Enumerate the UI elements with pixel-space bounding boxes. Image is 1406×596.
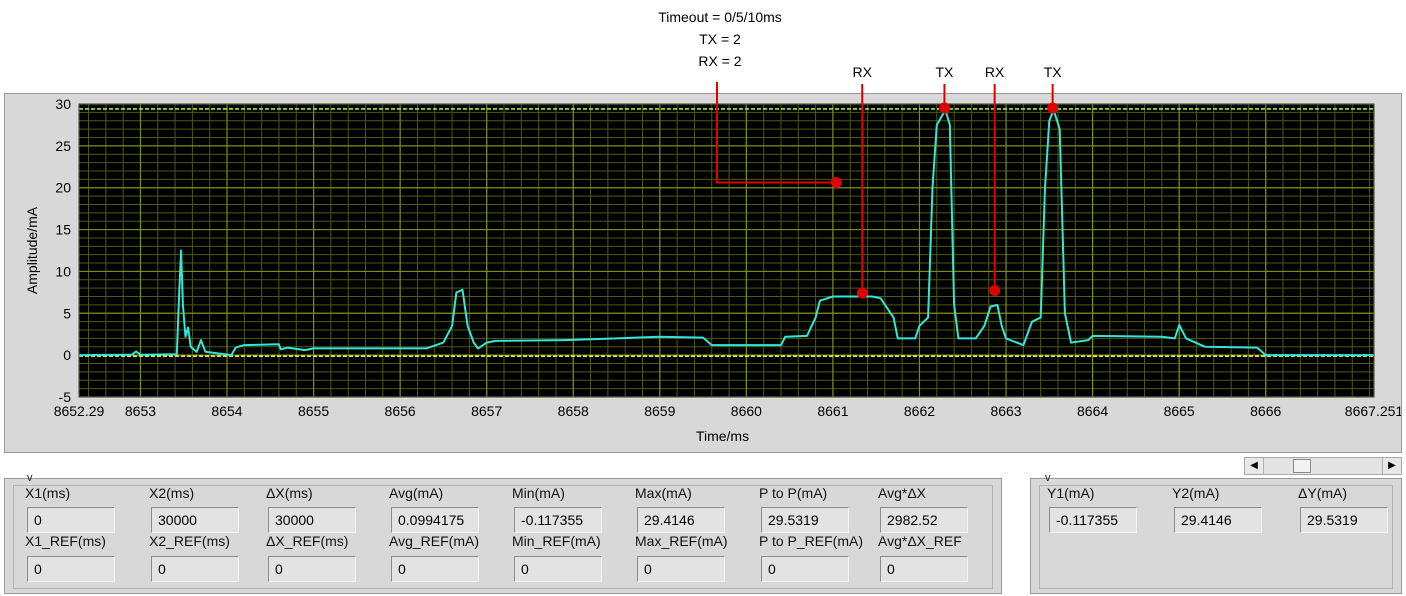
field-label: Avg(mA) <box>389 485 444 501</box>
field-label: Y2(mA) <box>1172 485 1220 501</box>
y-tick-label: 30 <box>55 96 71 112</box>
field-label: Avg*ΔX <box>878 485 927 501</box>
y-tick-label: 10 <box>55 263 71 279</box>
x-tick-label: 8661 <box>817 403 848 419</box>
x-tick-label: 8657 <box>471 403 502 419</box>
field-label: Min(mA) <box>512 485 565 501</box>
field-value[interactable]: 29.4146 <box>637 507 725 533</box>
field-value[interactable]: 0 <box>514 556 602 582</box>
field-label: Max_REF(mA) <box>635 533 728 549</box>
x-tick-label: 8662 <box>904 403 935 419</box>
field-label: Y1(mA) <box>1047 485 1095 501</box>
x-tick-label: 8655 <box>298 403 329 419</box>
x-tick-label: 8667.251 <box>1345 403 1401 419</box>
y-measurements-frame <box>1039 485 1393 589</box>
x-tick-label: 8658 <box>558 403 589 419</box>
field-value[interactable]: -0.117355 <box>1049 507 1137 533</box>
field-value[interactable]: 0 <box>268 556 356 582</box>
field-value[interactable]: 0 <box>27 556 115 582</box>
waveform-graph[interactable]: 8652.29 8653 8654 8655 8656 8657 8658 8659 8660 8… <box>4 93 1402 453</box>
x-tick-label: 8652.29 <box>54 403 105 419</box>
field-value[interactable]: 29.4146 <box>1174 507 1262 533</box>
annotation-line-1: Timeout = 0/5/10ms <box>658 9 782 25</box>
annotation-line-3: RX = 2 <box>698 53 742 69</box>
scroll-thumb[interactable] <box>1293 459 1311 473</box>
x-cursor-measurements: v X1(ms) 0 X2(ms) 30000 ΔX(ms) 30000 Avg(mA) 0.… <box>4 472 1002 594</box>
y-tick-label: 20 <box>55 180 71 196</box>
field-label: P to P(mA) <box>759 485 828 501</box>
y-axis-label: Amplitude/mA <box>24 206 40 294</box>
field-value[interactable]: 29.5319 <box>1300 507 1388 533</box>
field-label: Min_REF(mA) <box>512 533 601 549</box>
field-label: X2_REF(ms) <box>149 533 230 549</box>
x-tick-label: 8666 <box>1250 403 1281 419</box>
field-value[interactable]: -0.117355 <box>514 507 602 533</box>
field-label: ΔX_REF(ms) <box>266 533 349 549</box>
field-value[interactable]: 0 <box>880 556 968 582</box>
y-cursor-measurements: v Y1(mA) -0.117355 Y2(mA) 29.4146 ΔY(mA) 29.5… <box>1030 472 1402 594</box>
field-label: X1_REF(ms) <box>25 533 106 549</box>
field-label: ΔY(mA) <box>1298 485 1348 501</box>
field-label: P to P_REF(mA) <box>759 533 863 549</box>
field-value[interactable]: 0.0994175 <box>391 507 479 533</box>
timeout-annotation: Timeout = 0/5/10ms TX = 2 RX = 2 <box>600 6 840 72</box>
field-value[interactable]: 30000 <box>151 507 239 533</box>
y-tick-label: 25 <box>55 138 71 154</box>
x-tick-label: 8656 <box>385 403 416 419</box>
y-tick-label: 5 <box>63 305 71 321</box>
x-tick-label: 8660 <box>731 403 762 419</box>
scroll-right-arrow-icon[interactable]: ▶ <box>1382 458 1401 474</box>
field-label: Max(mA) <box>635 485 692 501</box>
scroll-left-arrow-icon[interactable]: ◀ <box>1245 458 1264 474</box>
field-label: X1(ms) <box>25 485 71 501</box>
y-tick-label: -5 <box>59 389 72 405</box>
major-grid <box>78 103 1375 398</box>
field-value[interactable]: 0 <box>27 507 115 533</box>
field-label: Avg_REF(mA) <box>389 533 479 549</box>
horizontal-scrollbar[interactable]: ◀ ▶ <box>1244 457 1402 475</box>
field-value[interactable]: 29.5319 <box>761 507 849 533</box>
x-tick-label: 8659 <box>644 403 675 419</box>
y-tick-label: 0 <box>63 347 71 363</box>
field-value[interactable]: 0 <box>391 556 479 582</box>
peak-label: RX <box>852 64 872 80</box>
x-tick-label: 8663 <box>990 403 1021 419</box>
field-label: ΔX(ms) <box>266 485 313 501</box>
peak-label: RX <box>984 64 1005 80</box>
x-tick-label: 8665 <box>1164 403 1195 419</box>
field-value[interactable]: 30000 <box>268 507 356 533</box>
peak-label: TX <box>1043 64 1062 80</box>
field-value[interactable]: 0 <box>761 556 849 582</box>
x-tick-label: 8654 <box>211 403 242 419</box>
field-value[interactable]: 0 <box>151 556 239 582</box>
peak-label: TX <box>935 64 954 80</box>
panel-corner-label: v <box>1045 472 1051 484</box>
field-label: Avg*ΔX_REF <box>878 533 962 549</box>
x-axis-label: Time/ms <box>696 428 749 444</box>
panel-corner-label: v <box>27 472 33 484</box>
field-value[interactable]: 2982.52 <box>880 507 968 533</box>
y-tick-label: 15 <box>55 222 71 238</box>
annotation-line-2: TX = 2 <box>699 31 741 47</box>
x-tick-label: 8653 <box>125 403 156 419</box>
x-measurements-frame <box>13 485 993 589</box>
x-tick-label: 8664 <box>1077 403 1108 419</box>
waveform-svg[interactable]: 8652.29 8653 8654 8655 8656 8657 8658 8659 8660 8… <box>5 94 1401 452</box>
field-label: X2(ms) <box>149 485 195 501</box>
field-value[interactable]: 0 <box>637 556 725 582</box>
